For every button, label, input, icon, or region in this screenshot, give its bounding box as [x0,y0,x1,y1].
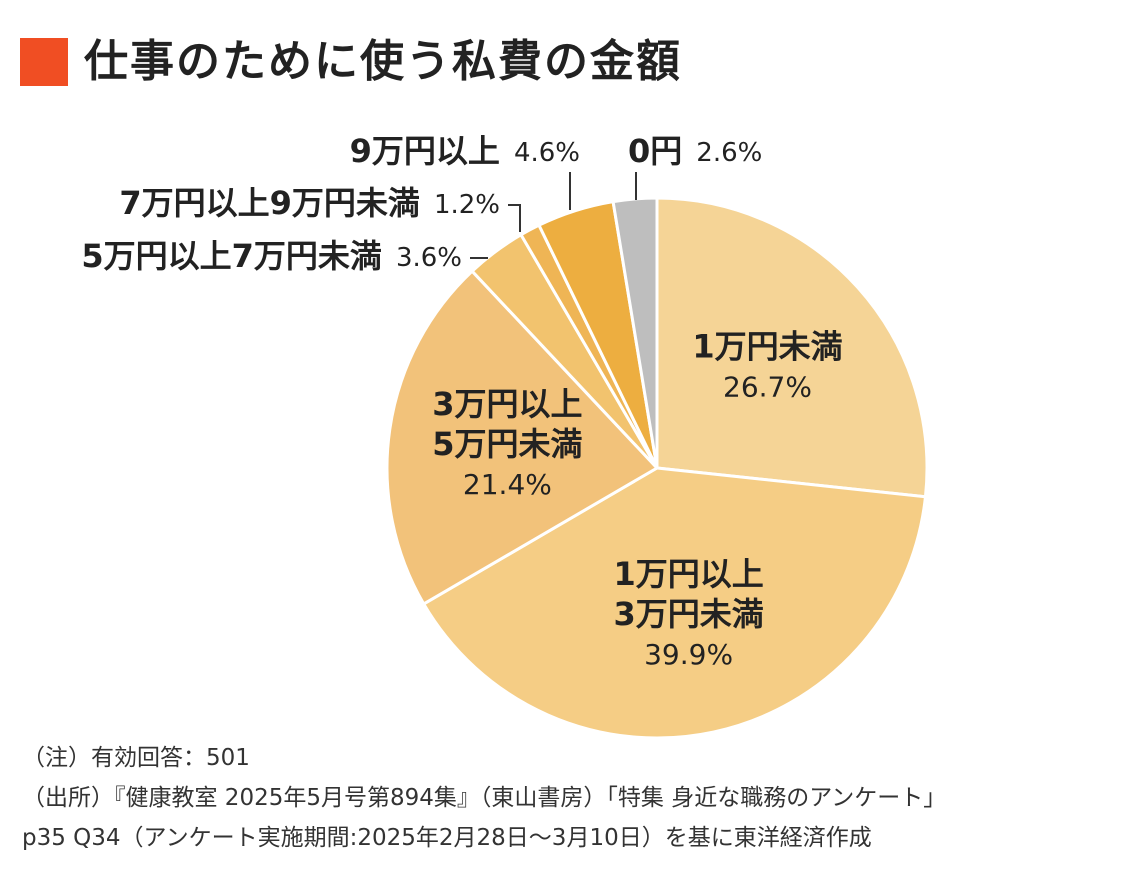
note-source-detail: p35 Q34（アンケート実施期間:2025年2月28日〜3月10日）を基に東洋… [22,825,872,851]
chart-title: 仕事のために使う私費の金額 [84,36,682,87]
note-source: （出所）『健康教室 2025年5月号第894集』（東山書房）「特集 身近な職務の… [22,785,947,811]
title-marker-icon [20,38,68,86]
outside-slice-label: 5万円以上7万円未満 3.6% [81,237,462,275]
slice-value-label: 26.7% [723,371,812,404]
notes: （注）有効回答：501 （出所）『健康教室 2025年5月号第894集』（東山書… [22,738,946,858]
pie-slice [611,196,659,469]
slice-category-label: 5万円未満 [432,425,582,463]
note-valid-responses: （注）有効回答：501 [22,745,250,771]
slice-category-label: 1万円未満 [692,328,842,366]
pie-slice [655,196,929,499]
leader-line [508,204,521,232]
slice-value-label: 39.9% [644,638,733,671]
pie-slice [421,466,928,740]
outside-slice-label: 7万円以上9万円未満 1.2% [119,184,500,222]
title-row: 仕事のために使う私費の金額 [20,38,682,86]
outside-slice-label: 9万円以上 4.6% [350,132,580,170]
pie-slice [385,269,660,607]
outside-slice-label: 0円 2.6% [628,132,762,170]
slice-category-label: 3万円以上 [432,385,582,423]
slice-category-label: 1万円以上 [613,555,763,593]
slice-category-label: 3万円未満 [613,595,763,633]
slice-value-label: 21.4% [463,468,552,501]
